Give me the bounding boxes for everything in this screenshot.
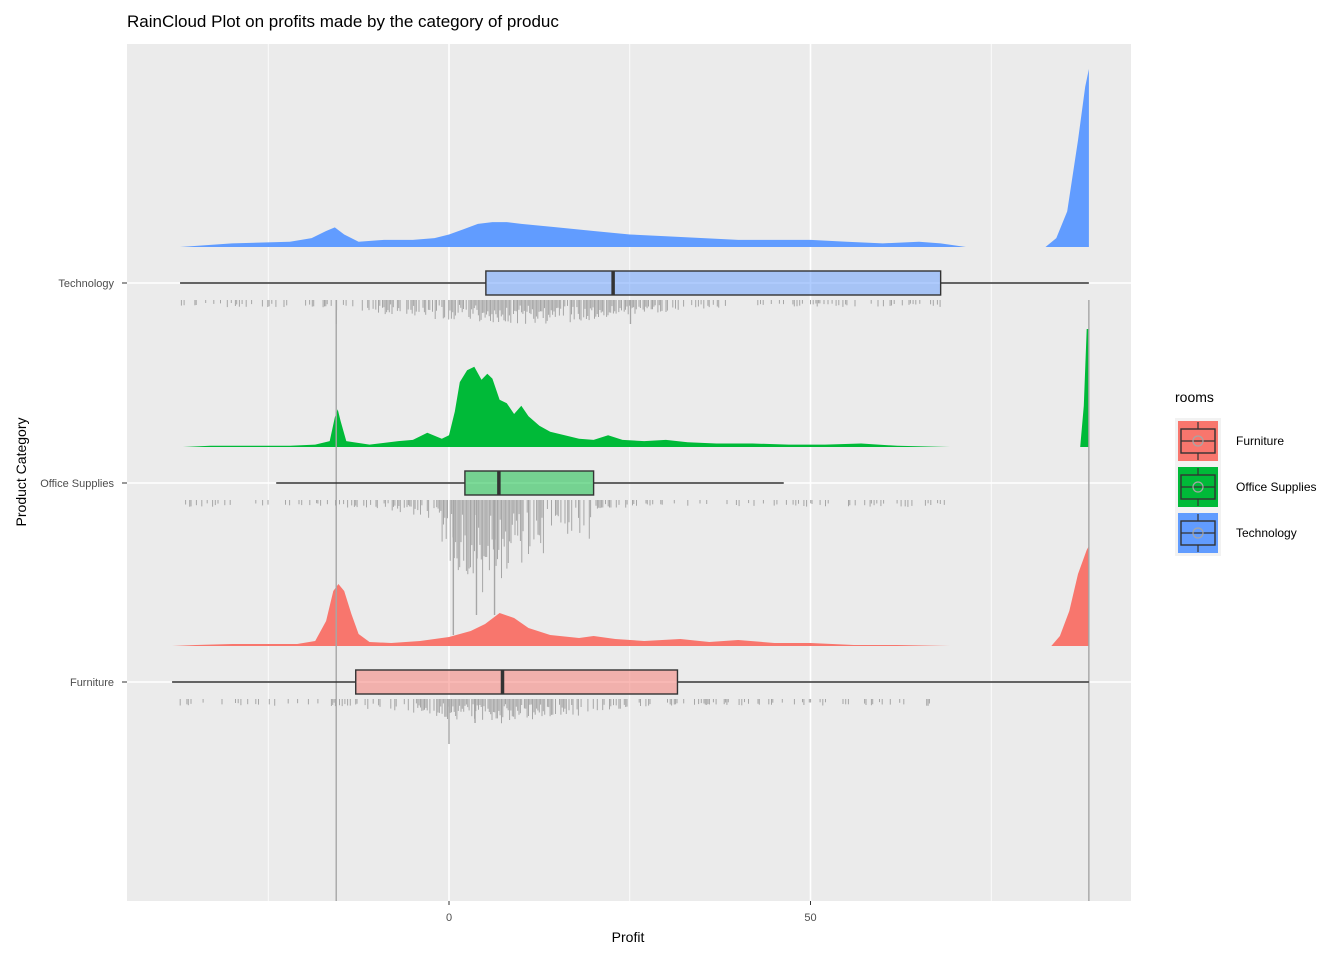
box-furniture — [355, 669, 679, 695]
legend-title: rooms — [1175, 389, 1214, 405]
legend-key-point — [1192, 481, 1204, 493]
box-technology — [485, 270, 942, 296]
legend-key-point — [1192, 435, 1204, 447]
x-axis-title: Profit — [612, 929, 645, 945]
box-office-supplies — [464, 470, 595, 496]
reference-lines — [335, 300, 1090, 901]
y-tick-label: Office Supplies — [40, 478, 114, 490]
legend-label-furniture: Furniture — [1236, 434, 1284, 448]
axes: 0 50 Furniture Office Supplies Technology — [40, 278, 816, 924]
legend-label-technology: Technology — [1236, 526, 1297, 540]
chart-title: RainCloud Plot on profits made by the ca… — [127, 12, 559, 31]
boxplots — [172, 270, 1089, 695]
rain-points — [179, 300, 945, 744]
x-tick-label: 50 — [804, 912, 816, 924]
y-tick-label: Furniture — [70, 677, 114, 689]
legend-label-office-supplies: Office Supplies — [1236, 480, 1317, 494]
legend: rooms Furniture Office Supplies Technology — [1175, 389, 1317, 556]
y-axis-title: Product Category — [13, 418, 29, 527]
plot-panel — [127, 44, 1131, 901]
x-tick-label: 0 — [446, 912, 452, 924]
legend-key-point — [1192, 527, 1204, 539]
y-tick-label: Technology — [58, 278, 114, 290]
